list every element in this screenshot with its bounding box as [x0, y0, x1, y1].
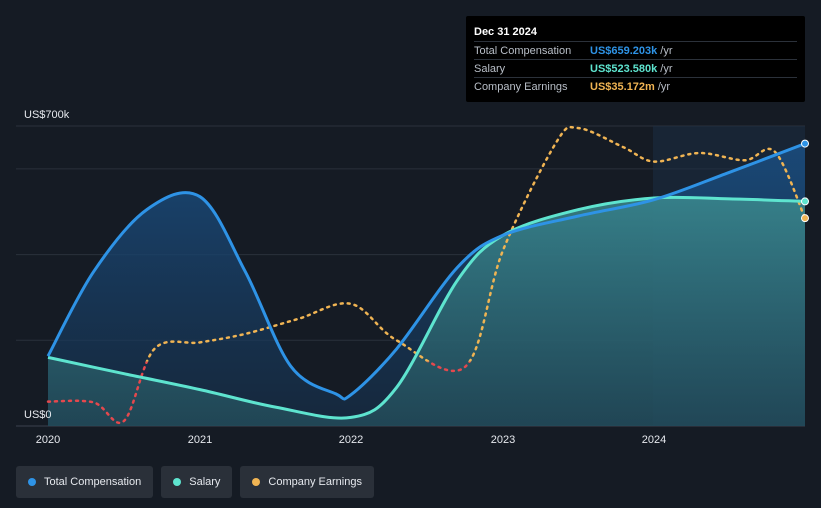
x-tick-label: 2023: [491, 434, 515, 446]
tooltip-date: Dec 31 2024: [474, 26, 537, 38]
tooltip-label: Total Compensation: [474, 44, 572, 57]
area-fills: [48, 143, 805, 426]
x-tick-label: 2020: [36, 434, 60, 446]
end-markers: [801, 139, 809, 223]
x-tick-label: 2022: [339, 434, 363, 446]
tooltip-value: US$523.580k: [590, 62, 658, 75]
y-tick-label-min: US$0: [24, 409, 52, 421]
hover-tooltip: Dec 31 2024 Total Compensation US$659.20…: [466, 16, 805, 102]
tooltip-label: Company Earnings: [474, 80, 568, 93]
tooltip-value: US$35.172m: [590, 80, 655, 93]
tooltip-unit: /yr: [657, 80, 671, 93]
company-earnings-dot-icon: [252, 478, 261, 486]
legend-label: Company Earnings: [268, 476, 362, 488]
company-earnings-line: [145, 125, 807, 362]
tooltip-row-total-compensation: Total Compensation US$659.203k /yr: [474, 41, 797, 59]
tooltip-unit: /yr: [660, 62, 673, 75]
series-lines: [46, 125, 807, 425]
tooltip-row-company-earnings: Company Earnings US$35.172m /yr: [474, 77, 797, 95]
legend-company-earnings[interactable]: Company Earnings: [240, 466, 374, 498]
legend-salary[interactable]: Salary: [161, 466, 233, 498]
tooltip-unit: /yr: [660, 44, 673, 57]
company-earnings-marker: [801, 214, 809, 223]
legend-label: Salary: [189, 476, 221, 488]
chart-legend: Total Compensation Salary Company Earnin…: [16, 466, 374, 498]
tooltip-row-salary: Salary US$523.580k /yr: [474, 59, 797, 77]
salary-marker: [801, 197, 809, 206]
legend-label: Total Compensation: [44, 476, 142, 488]
x-tick-label: 2024: [642, 434, 666, 446]
x-tick-label: 2021: [188, 434, 212, 446]
salary-area: [48, 197, 805, 426]
y-tick-label-max: US$700k: [24, 109, 70, 121]
legend-total-compensation[interactable]: Total Compensation: [16, 466, 154, 498]
company-earnings-low-line: [46, 361, 471, 425]
axis-ticks: 2020 2021 2022 2023 2024 US$700k US$0: [24, 109, 666, 446]
total-compensation-dot-icon: [28, 478, 36, 486]
tooltip-value: US$659.203k: [590, 44, 658, 57]
salary-dot-icon: [173, 478, 182, 486]
total-compensation-line: [46, 142, 806, 401]
total-compensation-marker: [801, 139, 809, 148]
tooltip-label: Salary: [474, 62, 506, 75]
